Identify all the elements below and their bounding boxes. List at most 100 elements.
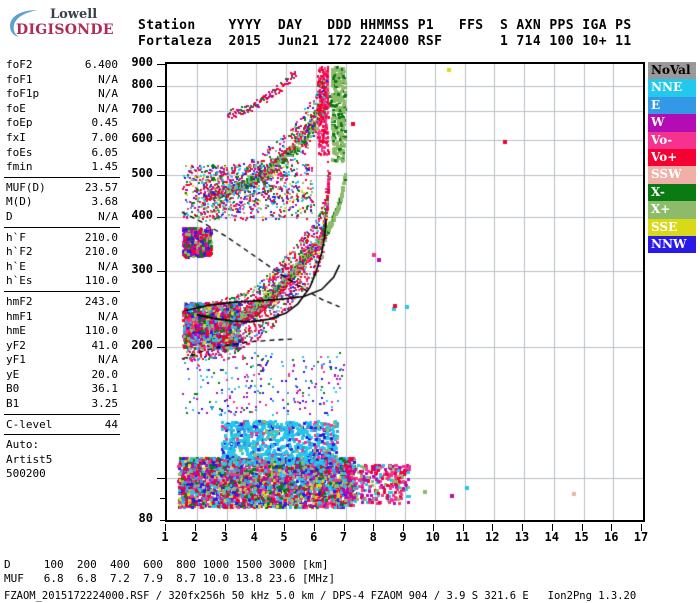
ionospheric-parameters-panel: foF2 6.400 foF1 N/A foF1p N/A foE N/A foEp 0.45 fx… [4,58,120,482]
legend-item-nne[interactable]: NNE [648,79,696,97]
param-value: N/A [98,353,118,367]
param-value: 36.1 [91,382,119,396]
y-axis-label: 400 [131,207,153,222]
param-value: N/A [98,259,118,273]
param-key: B1 [6,397,20,411]
param-divider [4,413,120,415]
param-key: M(D) [6,195,33,209]
x-axis-label: 7 [339,530,348,544]
param-key: foEs [6,145,33,159]
param-row: hmF1 N/A [6,310,118,325]
doppler-direction-legend[interactable]: NoVal NNE E W Vo- Vo+ SSW X- X+ SSE NNW [648,62,696,254]
legend-item-vo[interactable]: Vo- [648,131,696,149]
y-axis-label: 80 [138,511,153,525]
legend-item-nnw[interactable]: NNW [648,235,696,254]
ionogram-plot-area[interactable] [165,62,645,522]
x-tick [254,524,255,531]
footer-file-row: FZAOM_2015172224000.RSF / 320fx256h 50 k… [4,590,637,602]
param-row: M(D) 3.68 [6,195,118,210]
param-value: 20.0 [91,367,119,381]
legend-item-noval[interactable]: NoVal [648,62,696,80]
param-key: h`F [6,230,26,244]
y-tick [157,64,165,65]
legend-item-e[interactable]: E [648,96,696,115]
legend-item-sse[interactable]: SSE [648,218,696,236]
param-row: yF1 N/A [6,353,118,368]
param-key: yE [6,367,20,381]
param-key: h`F2 [6,245,33,259]
x-axis-label: 2 [191,530,199,544]
x-axis-ticks [165,524,645,531]
y-tick [157,477,165,479]
param-key: B0 [6,382,20,396]
x-tick [552,524,553,531]
y-axis-label: 500 [131,165,153,180]
y-tick [160,497,165,499]
param-row: foEp 0.45 [6,116,118,131]
param-key: h`Es [6,274,33,288]
param-row: foE N/A [6,102,118,117]
x-axis-label: 4 [250,530,258,544]
param-divider [4,226,120,228]
param-row: fxI 7.00 [6,131,118,146]
param-key: C-level [6,417,53,431]
legend-item-x[interactable]: X- [648,183,696,202]
x-axis-label: 17 [633,530,649,544]
x-tick [492,524,493,531]
ionogram-echo-scatter [167,64,643,520]
param-row: C-level 44 [6,418,118,433]
legend-item-x[interactable]: X+ [648,201,696,219]
param-footer-line: Auto: [6,438,40,452]
param-key: hmF1 [6,309,33,323]
x-axis-label: 6 [310,530,318,544]
param-key: yF1 [6,353,26,367]
param-value: 44 [104,417,118,431]
param-row: h`Es 110.0 [6,274,118,289]
param-footer-line: 500200 [6,467,46,481]
legend-item-ssw[interactable]: SSW [648,166,696,184]
y-tick [160,520,165,521]
param-group: h`F 210.0 h`F2 210.0 h`E N/A h`Es 110.0 [4,231,120,289]
param-value: 7.00 [91,130,119,144]
param-row: h`F 210.0 [6,231,118,246]
param-row: B0 36.1 [6,382,118,397]
param-row: foF1 N/A [6,73,118,88]
y-axis-label: 700 [131,102,153,117]
lowell-digisonde-logo: Lowell DIGISONDE [6,6,126,40]
x-axis-label: 16 [604,530,619,544]
y-axis-label: 200 [131,338,153,353]
x-tick [433,524,434,531]
x-axis-label: 12 [485,530,500,544]
param-row: hmF2 243.0 [6,295,118,310]
param-value: 23.57 [84,180,118,194]
y-tick [157,86,165,88]
y-tick [157,216,165,218]
param-row: h`E N/A [6,260,118,275]
param-row: yF2 41.0 [6,339,118,354]
param-key: fmin [6,160,33,174]
x-tick [611,524,612,531]
param-row: D N/A [6,210,118,225]
param-value: 6.400 [84,58,118,71]
x-tick [463,524,464,531]
param-group: foF2 6.400 foF1 N/A foF1p N/A foE N/A foEp 0.45 fx… [4,58,120,175]
param-value: 110.0 [84,274,118,288]
x-tick [403,524,404,531]
legend-item-vo[interactable]: Vo+ [648,148,696,167]
param-value: 0.45 [91,116,119,130]
legend-item-w[interactable]: W [648,114,696,132]
param-row: B1 3.25 [6,397,118,412]
swoosh-icon [10,10,38,37]
x-axis-label: 14 [544,530,559,544]
x-axis-label: 11 [455,530,470,544]
param-value: N/A [98,101,118,115]
x-axis-label: 5 [280,530,288,544]
param-group: hmF2 243.0 hmF1 N/A hmE 110.0 yF2 41.0 yF1 N/A yE 2… [4,295,120,412]
param-row: MUF(D) 23.57 [6,181,118,196]
x-tick [165,524,166,531]
param-divider [4,176,120,178]
logo-lowell-text: Lowell [50,7,98,22]
param-key: D [6,209,13,223]
x-axis-label: 15 [574,530,589,544]
param-key: yF2 [6,338,26,352]
